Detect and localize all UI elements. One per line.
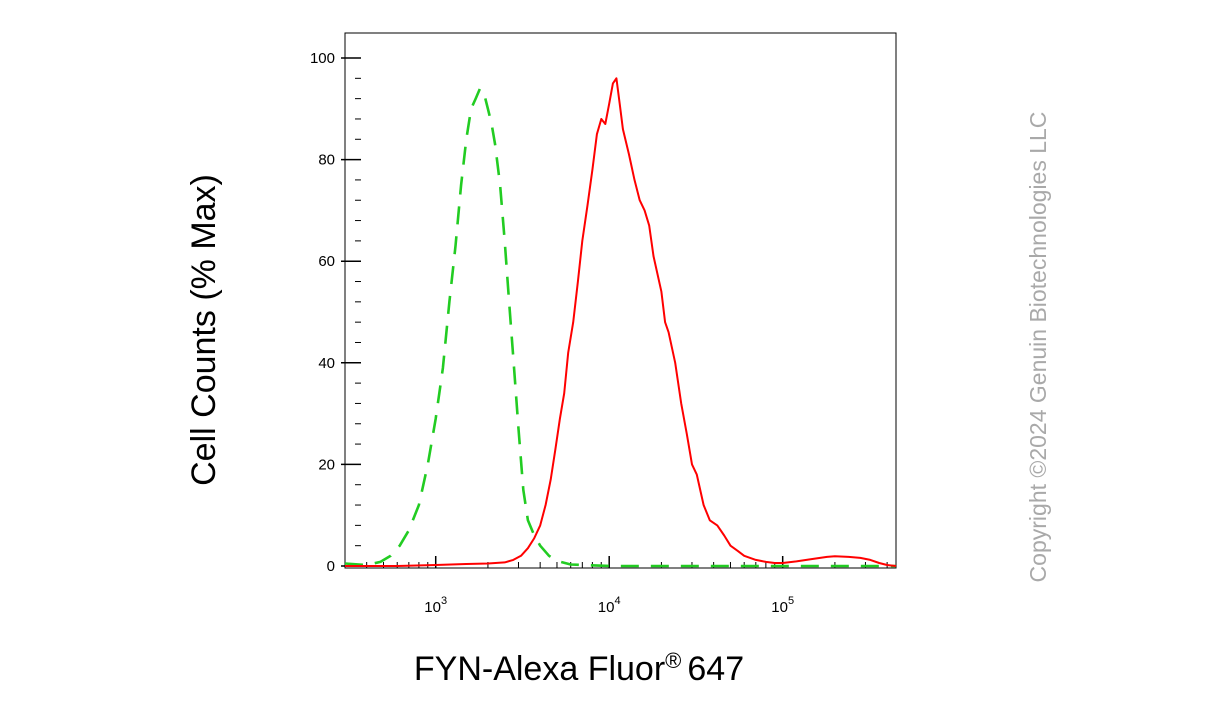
- y-tick-label: 100: [310, 50, 335, 67]
- y-tick-label: 40: [318, 355, 335, 372]
- y-tick-label: 0: [327, 558, 335, 575]
- x-tick-label: 105: [771, 595, 794, 616]
- y-axis: 0 20 40 60 80 100: [310, 50, 361, 575]
- series-line-solid: [345, 77, 897, 567]
- copyright-watermark: Copyright ©2024 Genuin Biotechnologies L…: [1025, 112, 1051, 583]
- y-axis-title: Cell Counts (% Max): [185, 174, 223, 486]
- y-tick-label: 80: [318, 152, 335, 169]
- series-line-dashed: [344, 87, 896, 568]
- x-tick-label: 103: [424, 595, 447, 616]
- x-axis-title: FYN-Alexa Fluor® 647: [414, 648, 744, 688]
- y-tick-label: 20: [318, 456, 335, 473]
- plot-frame: [344, 32, 897, 569]
- x-axis-title-main: FYN-Alexa Fluor: [414, 650, 665, 688]
- x-axis-title-suffix: 647: [687, 650, 744, 688]
- x-axis: 103 104 105: [344, 556, 888, 616]
- x-tick-label: 104: [598, 595, 621, 616]
- x-axis-title-mark: ®: [665, 648, 681, 673]
- series-layer: [344, 77, 897, 568]
- y-tick-label: 60: [318, 253, 335, 270]
